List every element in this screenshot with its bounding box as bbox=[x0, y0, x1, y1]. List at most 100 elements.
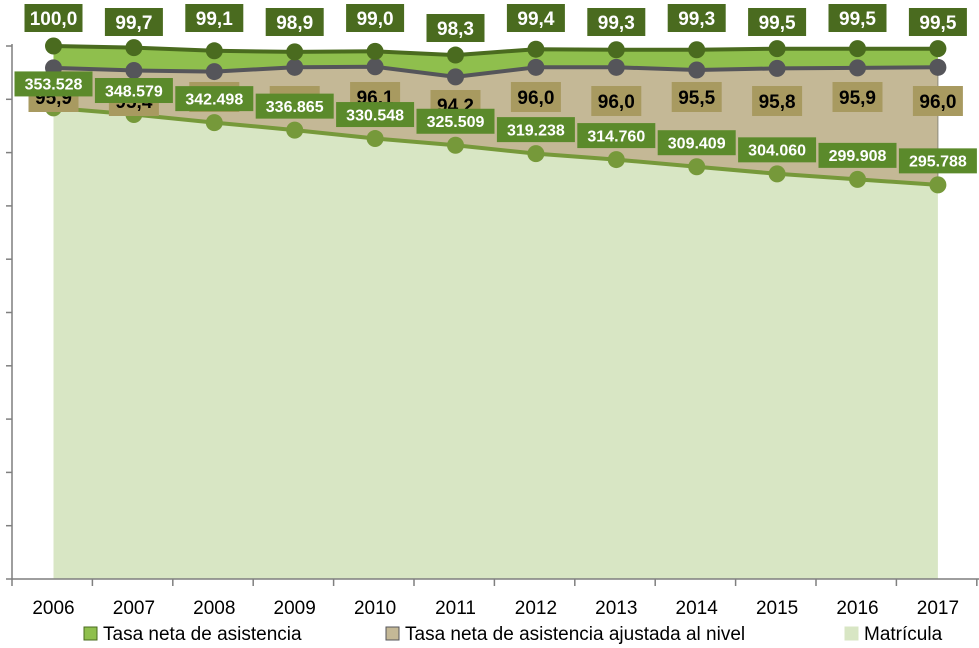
marker-tasa-neta bbox=[929, 40, 947, 58]
data-label-tasa-neta: 98,9 bbox=[265, 8, 324, 36]
legend-item-matricula: Matrícula bbox=[844, 624, 943, 645]
data-label-text: 314.760 bbox=[587, 128, 645, 145]
data-label-tasa-ajustada: 95,5 bbox=[671, 82, 722, 112]
data-label-text: 295.788 bbox=[909, 154, 967, 171]
x-tick-label: 2017 bbox=[917, 598, 959, 619]
data-label-tasa-ajustada: 96,0 bbox=[912, 86, 963, 116]
marker-tasa-ajustada bbox=[447, 68, 464, 86]
marker-tasa-ajustada bbox=[849, 59, 866, 77]
marker-tasa-neta bbox=[125, 39, 143, 57]
marker-matricula bbox=[527, 145, 545, 163]
data-label-box bbox=[175, 86, 254, 112]
data-label-matricula: 325.509 bbox=[416, 108, 495, 134]
data-label-box bbox=[416, 108, 495, 134]
data-label-text: 96,0 bbox=[919, 92, 956, 113]
data-label-box bbox=[908, 8, 967, 36]
marker-tasa-ajustada bbox=[607, 58, 625, 76]
data-label-text: 319.238 bbox=[507, 122, 565, 139]
data-label-tasa-ajustada: 95,8 bbox=[752, 86, 803, 116]
marker-tasa-ajustada bbox=[929, 58, 947, 76]
marker-tasa-neta bbox=[205, 42, 223, 60]
data-label-text: 330.548 bbox=[346, 107, 404, 124]
data-label-text: 96,0 bbox=[598, 92, 635, 113]
data-label-text: 99,7 bbox=[115, 13, 152, 34]
legend-label: Tasa neta de asistencia bbox=[103, 624, 302, 645]
data-label-text: 98,3 bbox=[437, 19, 474, 40]
data-label-box bbox=[506, 4, 565, 32]
data-label-box bbox=[818, 142, 897, 168]
data-label-box bbox=[738, 137, 817, 163]
data-label-matricula: 319.238 bbox=[496, 117, 575, 143]
x-tick-label: 2008 bbox=[193, 598, 235, 619]
marker-tasa-neta bbox=[607, 41, 625, 59]
marker-tasa-neta bbox=[45, 37, 62, 55]
data-label-text: 99,4 bbox=[517, 9, 554, 30]
x-tick-label: 2016 bbox=[836, 598, 878, 619]
marker-tasa-neta bbox=[768, 40, 786, 58]
marker-tasa-ajustada bbox=[366, 58, 384, 76]
data-label-box bbox=[912, 86, 963, 116]
data-label-text: 299.908 bbox=[829, 148, 887, 165]
data-label-text: 325.509 bbox=[427, 114, 485, 131]
line-tasa-neta bbox=[53, 44, 938, 58]
data-label-tasa-ajustada: 95,9 bbox=[832, 82, 883, 112]
x-tick-label: 2015 bbox=[756, 598, 798, 619]
marker-tasa-ajustada bbox=[527, 58, 545, 76]
data-label-box bbox=[657, 130, 736, 156]
legend-item-tasa-ajustada: Tasa neta de asistencia ajustada al nive… bbox=[385, 624, 745, 645]
data-label-box bbox=[24, 4, 83, 32]
data-label-box bbox=[426, 14, 485, 42]
marker-matricula bbox=[768, 165, 786, 183]
data-label-text: 98,9 bbox=[276, 13, 313, 34]
marker-matricula bbox=[607, 151, 625, 169]
data-label-tasa-neta: 99,5 bbox=[828, 4, 887, 32]
data-label-text: 95,9 bbox=[839, 88, 876, 109]
data-label-box bbox=[587, 8, 646, 36]
data-label-matricula: 336.865 bbox=[255, 93, 334, 119]
line-matricula bbox=[53, 105, 939, 187]
data-label-tasa-neta: 99,5 bbox=[748, 8, 807, 36]
data-label-box bbox=[832, 82, 883, 112]
data-label-box bbox=[265, 8, 324, 36]
data-label-tasa-neta: 99,5 bbox=[908, 8, 967, 36]
marker-tasa-ajustada bbox=[688, 61, 706, 79]
data-label-text: 348.579 bbox=[105, 83, 163, 100]
data-label-text: 99,5 bbox=[839, 9, 876, 30]
marker-tasa-neta bbox=[447, 46, 464, 64]
x-tick-label: 2011 bbox=[435, 598, 476, 619]
data-label-text: 100,0 bbox=[30, 9, 78, 30]
data-label-matricula: 348.579 bbox=[94, 78, 173, 104]
data-label-text: 304.060 bbox=[748, 143, 806, 160]
legend-label: Tasa neta de asistencia ajustada al nive… bbox=[405, 624, 745, 645]
x-tick-label: 2007 bbox=[113, 598, 155, 619]
data-label-tasa-neta: 100,0 bbox=[24, 4, 83, 32]
data-label-box bbox=[185, 4, 244, 32]
marker-tasa-ajustada bbox=[768, 59, 786, 77]
data-label-text: 336.865 bbox=[266, 99, 324, 116]
x-tick-label: 2012 bbox=[515, 598, 557, 619]
data-label-text: 99,3 bbox=[598, 13, 635, 34]
data-label-text: 309.409 bbox=[668, 135, 726, 152]
data-label-box bbox=[752, 86, 803, 116]
data-label-text: 95,5 bbox=[678, 88, 715, 109]
x-tick-label: 2009 bbox=[274, 598, 316, 619]
data-label-matricula: 309.409 bbox=[657, 130, 736, 156]
marker-matricula bbox=[849, 170, 866, 188]
legend-swatch bbox=[83, 626, 98, 641]
marker-tasa-neta bbox=[286, 43, 304, 61]
data-label-box bbox=[898, 148, 977, 174]
data-label-box bbox=[577, 123, 656, 149]
area-matricula bbox=[53, 107, 938, 580]
data-label-tasa-ajustada: 96,0 bbox=[510, 82, 561, 112]
data-label-box bbox=[336, 102, 415, 128]
marker-tasa-ajustada bbox=[125, 62, 143, 80]
line-tasa-ajustada bbox=[53, 64, 938, 79]
data-label-matricula: 295.788 bbox=[898, 148, 977, 174]
legend-swatch bbox=[385, 626, 400, 641]
data-label-box bbox=[94, 78, 173, 104]
x-tick-label: 2014 bbox=[676, 598, 719, 619]
marker-tasa-neta bbox=[527, 40, 545, 58]
marker-matricula bbox=[205, 114, 223, 132]
data-label-tasa-neta: 99,0 bbox=[346, 4, 405, 32]
